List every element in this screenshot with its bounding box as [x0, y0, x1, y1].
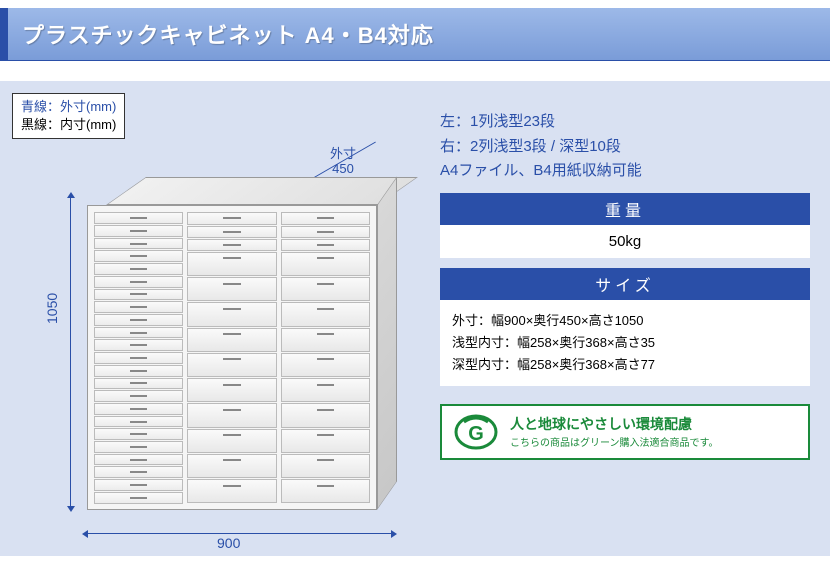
drawer-deep	[187, 252, 276, 276]
cabinet-top	[106, 177, 418, 205]
drawer-deep	[187, 403, 276, 427]
drawer-shallow	[94, 238, 183, 250]
diagram-panel: 青線：外寸(mm) 黒線：内寸(mm) 外寸 450 1050 900	[0, 81, 430, 556]
drawer-shallow	[94, 352, 183, 364]
drawer-shallow	[94, 378, 183, 390]
drawer-shallow	[187, 226, 276, 238]
drawer-deep	[187, 454, 276, 478]
drawer-shallow	[94, 365, 183, 377]
drawer-deep	[281, 353, 370, 377]
dim-line-width	[87, 533, 392, 534]
drawer-shallow	[187, 239, 276, 251]
drawer-deep	[187, 353, 276, 377]
drawer-column-right	[281, 212, 370, 503]
cabinet-front	[87, 205, 377, 510]
legend-black: 黒線：内寸(mm)	[21, 116, 116, 134]
spec-panel: 左：1列浅型23段 右：2列浅型3段 / 深型10段 A4ファイル、B4用紙収納…	[430, 81, 830, 556]
drawer-shallow	[94, 403, 183, 415]
size-header: サイズ	[440, 268, 810, 300]
drawer-shallow	[187, 212, 276, 224]
drawer-deep	[281, 403, 370, 427]
spec-line-2: 右：2列浅型3段 / 深型10段	[440, 136, 810, 159]
drawer-shallow	[94, 466, 183, 478]
size-shallow: 浅型内寸：幅258×奥行368×高さ35	[452, 332, 798, 354]
drawer-shallow	[94, 479, 183, 491]
svg-text:G: G	[468, 423, 484, 445]
dim-line-height	[70, 197, 71, 507]
drawer-shallow	[94, 441, 183, 453]
drawer-deep	[187, 429, 276, 453]
drawer-shallow	[281, 212, 370, 224]
depth-label: 外寸 450	[330, 147, 356, 176]
legend-box: 青線：外寸(mm) 黒線：内寸(mm)	[12, 93, 125, 139]
drawer-shallow	[94, 250, 183, 262]
weight-header: 重量	[440, 193, 810, 225]
cabinet-side	[377, 177, 397, 511]
drawer-shallow	[94, 339, 183, 351]
drawer-shallow	[94, 314, 183, 326]
drawer-deep	[281, 277, 370, 301]
drawer-shallow	[94, 301, 183, 313]
drawer-shallow	[94, 289, 183, 301]
size-outer: 外寸：幅900×奥行450×高さ1050	[452, 310, 798, 332]
legend-blue: 青線：外寸(mm)	[21, 98, 116, 116]
drawer-shallow	[94, 454, 183, 466]
drawer-deep	[281, 328, 370, 352]
drawer-deep	[281, 429, 370, 453]
cabinet-diagram: 外寸 450 1050 900	[12, 149, 430, 549]
drawer-shallow	[281, 226, 370, 238]
title-bar: プラスチックキャビネット A4・B4対応	[0, 8, 830, 61]
eco-title: 人と地球にやさしい環境配慮	[510, 414, 798, 434]
drawer-shallow	[94, 416, 183, 428]
drawer-shallow	[94, 327, 183, 339]
spec-line-1: 左：1列浅型23段	[440, 111, 810, 134]
drawer-column-mid	[187, 212, 276, 503]
width-label: 900	[217, 535, 240, 551]
eco-icon: G	[452, 412, 500, 452]
drawer-shallow	[281, 239, 370, 251]
eco-badge: G 人と地球にやさしい環境配慮 こちらの商品はグリーン購入法適合商品です。	[440, 404, 810, 460]
page-title: プラスチックキャビネット A4・B4対応	[22, 18, 816, 50]
size-deep: 深型内寸：幅258×奥行368×高さ77	[452, 354, 798, 376]
spec-line-3: A4ファイル、B4用紙収納可能	[440, 160, 810, 183]
drawer-shallow	[94, 492, 183, 504]
eco-sub: こちらの商品はグリーン購入法適合商品です。	[510, 434, 798, 449]
drawer-deep	[281, 454, 370, 478]
drawer-deep	[281, 252, 370, 276]
drawer-deep	[281, 378, 370, 402]
drawer-deep	[187, 378, 276, 402]
height-label: 1050	[44, 293, 60, 324]
drawer-deep	[187, 302, 276, 326]
content-area: 青線：外寸(mm) 黒線：内寸(mm) 外寸 450 1050 900	[0, 81, 830, 556]
drawer-deep	[187, 328, 276, 352]
drawer-shallow	[94, 276, 183, 288]
weight-value: 50kg	[440, 225, 810, 258]
drawer-deep	[281, 479, 370, 503]
cabinet-illustration	[87, 177, 397, 517]
drawer-shallow	[94, 428, 183, 440]
drawer-deep	[187, 277, 276, 301]
drawer-shallow	[94, 225, 183, 237]
eco-text: 人と地球にやさしい環境配慮 こちらの商品はグリーン購入法適合商品です。	[510, 414, 798, 449]
size-body: 外寸：幅900×奥行450×高さ1050 浅型内寸：幅258×奥行368×高さ3…	[440, 300, 810, 386]
drawer-shallow	[94, 390, 183, 402]
drawer-deep	[187, 479, 276, 503]
drawer-shallow	[94, 212, 183, 224]
drawer-shallow	[94, 263, 183, 275]
drawer-deep	[281, 302, 370, 326]
drawer-column-left	[94, 212, 183, 503]
